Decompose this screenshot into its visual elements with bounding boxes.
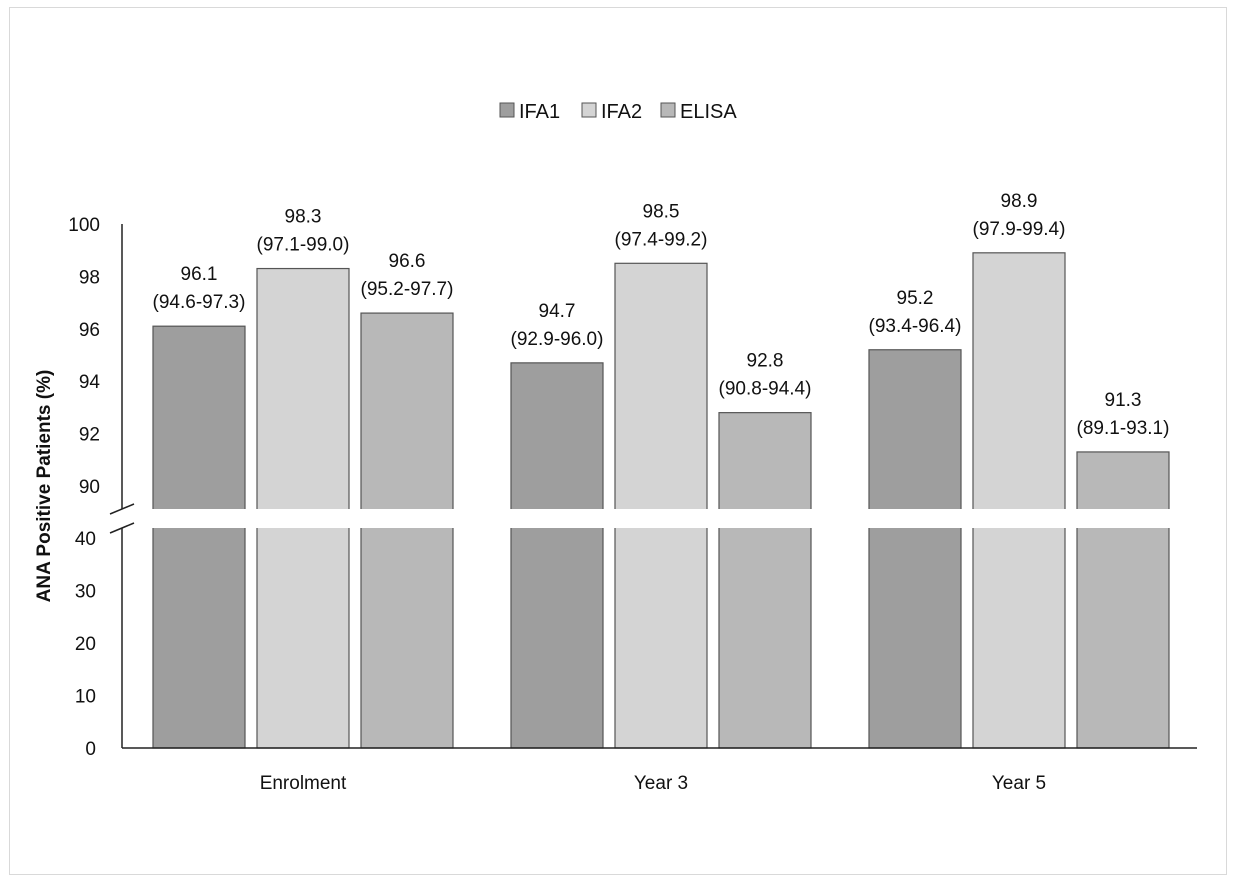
- axis-break-mark-upper: [109, 503, 135, 515]
- bar-ifa2-2: [972, 252, 1066, 749]
- data-label-value: 98.9: [1001, 191, 1038, 212]
- data-label-ci: (89.1-93.1): [1077, 418, 1170, 439]
- data-label-ci: (97.1-99.0): [257, 235, 350, 256]
- bar-elisa-2: [1076, 451, 1170, 749]
- data-label-ci: (97.4-99.2): [615, 229, 708, 250]
- data-label-ci: (94.6-97.3): [153, 292, 246, 313]
- data-label-ci: (90.8-94.4): [719, 379, 812, 400]
- legend-label-ifa2: IFA2: [601, 101, 642, 123]
- y-tick-label: 96: [79, 320, 100, 341]
- legend-label-elisa: ELISA: [680, 101, 737, 123]
- bar-elisa-1: [718, 412, 812, 749]
- data-label-ci: (95.2-97.7): [361, 279, 454, 300]
- data-label-value: 92.8: [747, 351, 784, 372]
- legend-label-ifa1: IFA1: [519, 101, 560, 123]
- bar-ifa2-0: [256, 267, 350, 749]
- legend-swatch-ifa2: [581, 102, 597, 118]
- data-label-value: 96.1: [181, 264, 218, 285]
- bar-ifa1-0: [152, 325, 246, 749]
- data-label-value: 91.3: [1105, 390, 1142, 411]
- legend-swatch-elisa: [660, 102, 676, 118]
- data-label-ci: (97.9-99.4): [973, 219, 1066, 240]
- y-tick-label: 10: [75, 687, 96, 708]
- y-tick-label: 30: [75, 582, 96, 603]
- axis-break-gap: [108, 509, 1197, 528]
- bar-elisa-0: [360, 312, 454, 749]
- y-tick-label: 90: [79, 477, 100, 498]
- x-tick-label: Year 5: [992, 773, 1046, 794]
- data-label-value: 98.3: [285, 207, 322, 228]
- bar-ifa1-1: [510, 362, 604, 749]
- y-tick-label: 40: [75, 529, 96, 550]
- axis-break-mark-lower: [109, 522, 135, 534]
- y-tick-label: 20: [75, 634, 96, 655]
- y-axis-title: ANA Positive Patients (%): [34, 370, 55, 603]
- data-label-value: 98.5: [643, 201, 680, 222]
- bar-ifa2-1: [614, 262, 708, 749]
- y-tick-label: 98: [79, 267, 100, 288]
- x-tick-label: Year 3: [634, 773, 688, 794]
- data-label-ci: (93.4-96.4): [869, 316, 962, 337]
- y-tick-label: 92: [79, 425, 100, 446]
- y-tick-label: 94: [79, 372, 101, 393]
- data-label-ci: (92.9-96.0): [511, 329, 604, 350]
- x-tick-label: Enrolment: [260, 773, 347, 794]
- data-label-value: 96.6: [389, 251, 426, 272]
- y-tick-label: 0: [85, 739, 96, 760]
- data-label-value: 94.7: [539, 301, 576, 322]
- y-tick-label: 100: [68, 215, 100, 236]
- bar-ifa1-2: [868, 349, 962, 749]
- legend-swatch-ifa1: [499, 102, 515, 118]
- data-label-value: 95.2: [897, 288, 934, 309]
